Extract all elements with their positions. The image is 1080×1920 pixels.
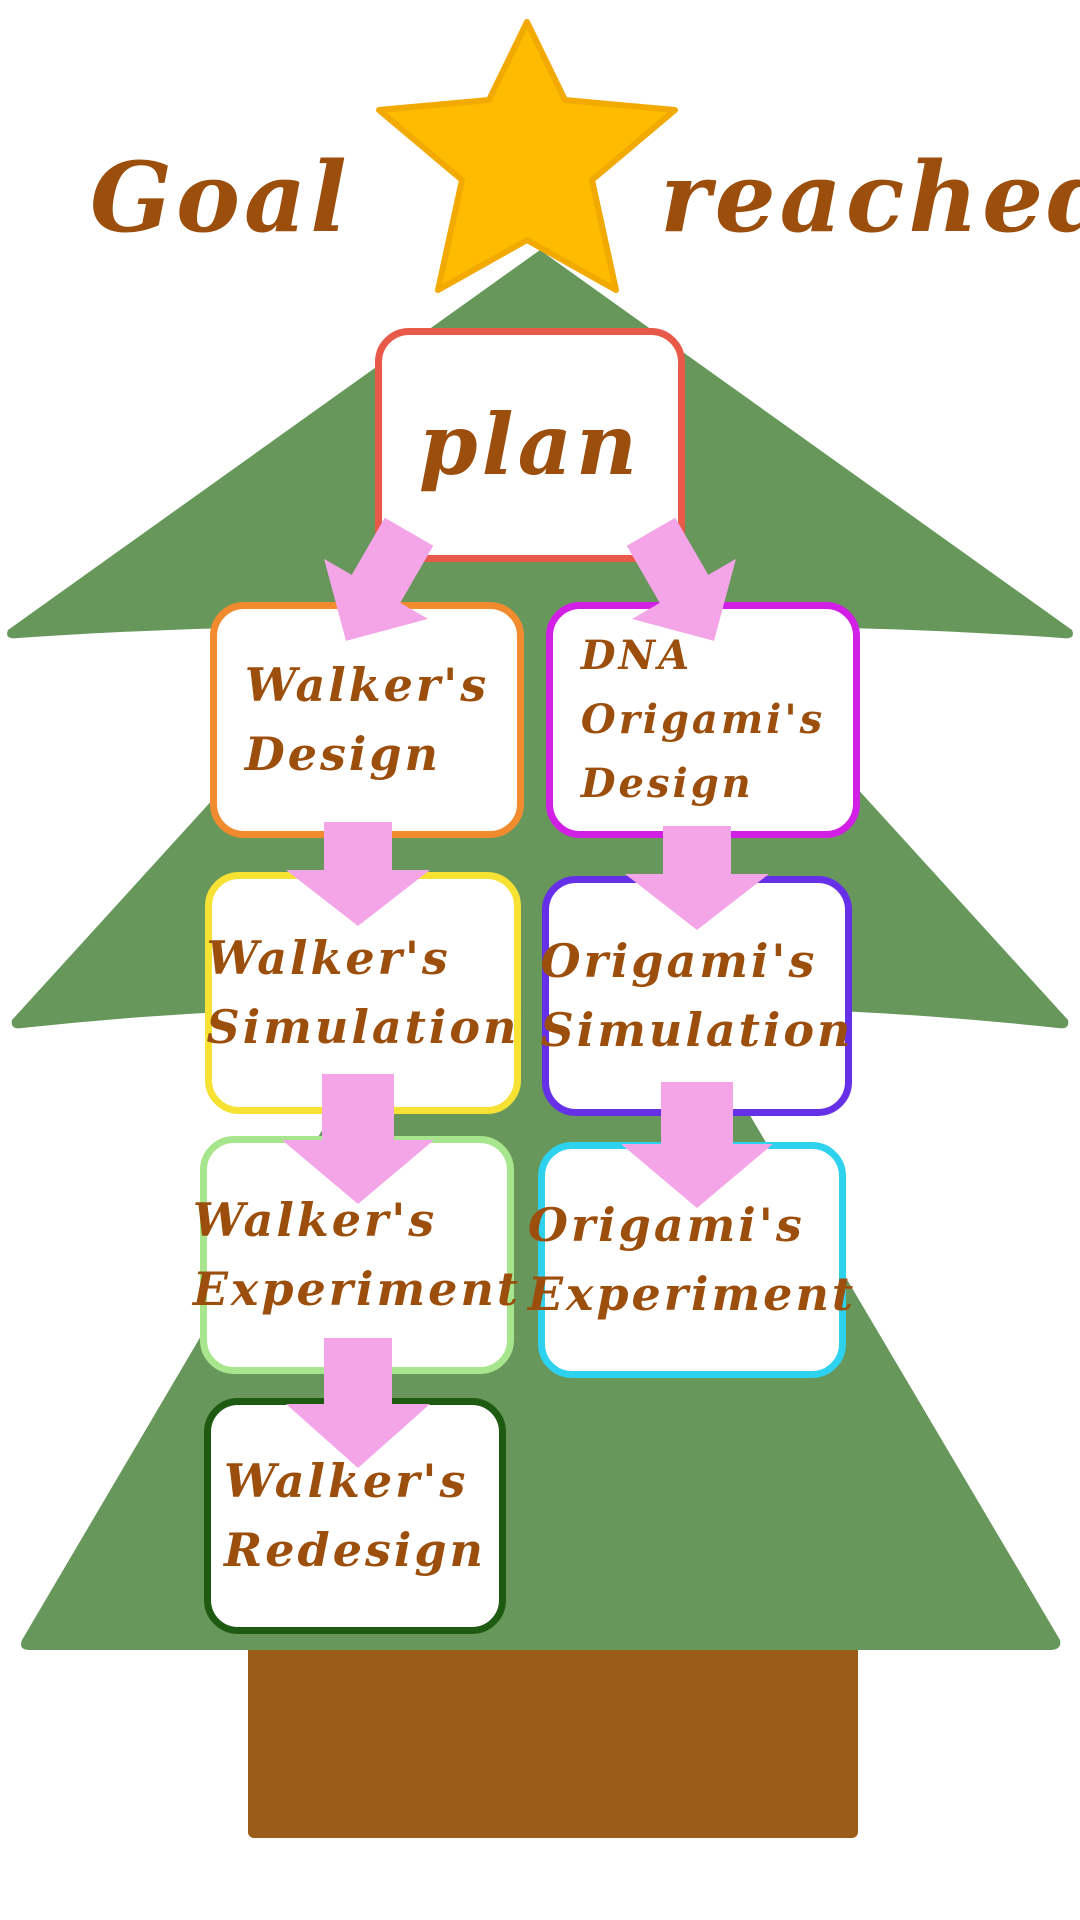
node-dna-design: DNA Origami's Design	[546, 602, 860, 838]
node-plan: plan	[375, 328, 685, 562]
node-walker-design-label: Walker's Design	[244, 658, 490, 781]
node-walker-design: Walker's Design	[210, 602, 524, 838]
node-plan-label: plan	[418, 395, 642, 494]
node-walker-experiment: Walker's Experiment	[193, 1136, 518, 1374]
node-origami-simulation: Origami's Simulation	[541, 876, 852, 1116]
node-origami-experiment: Origami's Experiment	[528, 1142, 853, 1378]
star-icon	[376, 19, 678, 293]
node-walker-redesign: Walker's Redesign	[204, 1398, 506, 1634]
node-walker-simulation-label: Walker's Simulation	[206, 931, 520, 1054]
tree-trunk	[248, 1632, 858, 1838]
node-origami-simulation-label: Origami's Simulation	[540, 934, 854, 1057]
node-origami-experiment-label: Origami's Experiment	[527, 1198, 857, 1321]
node-dna-design-label: DNA Origami's Design	[580, 632, 826, 807]
node-walker-redesign-label: Walker's Redesign	[224, 1454, 486, 1577]
title-reached: reached	[660, 141, 1080, 254]
node-walker-simulation: Walker's Simulation	[205, 872, 521, 1114]
title-goal: Goal	[90, 141, 351, 254]
node-walker-experiment-label: Walker's Experiment	[192, 1193, 522, 1316]
